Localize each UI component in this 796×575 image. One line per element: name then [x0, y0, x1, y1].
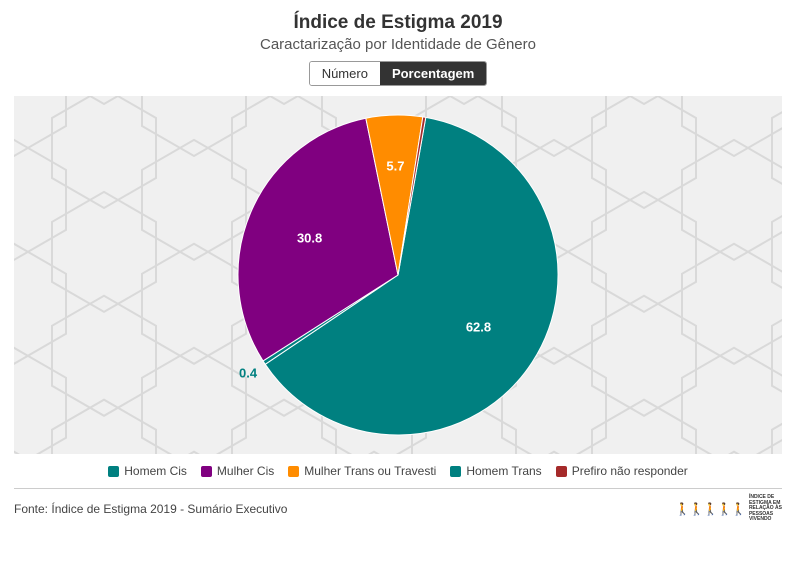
slice-label: 5.7	[386, 159, 404, 174]
legend-swatch	[556, 466, 567, 477]
legend-item[interactable]: Homem Cis	[108, 464, 187, 478]
legend-label: Mulher Trans ou Travesti	[304, 464, 436, 478]
slice-label: 0.4	[239, 366, 257, 381]
footer-logo: 🚶🚶🚶🚶🚶 ÍNDICE DE ESTIGMA EM RELAÇÃO ÀS PE…	[675, 495, 782, 523]
legend-swatch	[288, 466, 299, 477]
legend: Homem Cis Mulher Cis Mulher Trans ou Trave…	[14, 454, 782, 486]
legend-swatch	[450, 466, 461, 477]
pie-svg	[208, 96, 588, 454]
legend-label: Homem Cis	[124, 464, 187, 478]
legend-item[interactable]: Prefiro não responder	[556, 464, 688, 478]
legend-label: Homem Trans	[466, 464, 541, 478]
slice-label: 30.8	[297, 230, 322, 245]
legend-label: Prefiro não responder	[572, 464, 688, 478]
view-toggle: Número Porcentagem	[309, 61, 488, 86]
legend-swatch	[201, 466, 212, 477]
source-text: Fonte: Índice de Estigma 2019 - Sumário …	[14, 502, 287, 516]
toggle-numero[interactable]: Número	[310, 62, 380, 85]
footer-separator	[14, 488, 782, 489]
logo-text: ÍNDICE DE ESTIGMA EM RELAÇÃO ÀS PESSOAS …	[749, 495, 782, 523]
legend-item[interactable]: Mulher Cis	[201, 464, 274, 478]
slice-label: 62.8	[466, 320, 491, 335]
chart-title: Índice de Estigma 2019	[14, 12, 782, 34]
logo-people-icon: 🚶🚶🚶🚶🚶	[675, 503, 745, 515]
legend-label: Mulher Cis	[217, 464, 274, 478]
legend-swatch	[108, 466, 119, 477]
legend-item[interactable]: Mulher Trans ou Travesti	[288, 464, 436, 478]
legend-item[interactable]: Homem Trans	[450, 464, 541, 478]
toggle-porcentagem[interactable]: Porcentagem	[380, 62, 486, 85]
chart-area: 62.8 0.4 30.8 5.7	[14, 96, 782, 454]
pie-chart: 62.8 0.4 30.8 5.7	[208, 96, 588, 454]
chart-subtitle: Caractarização por Identidade de Gênero	[14, 36, 782, 53]
